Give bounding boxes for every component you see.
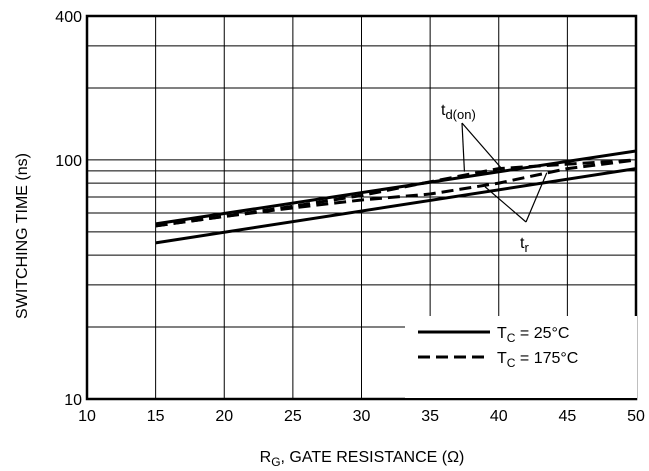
pointer-td-on-solid [462, 123, 464, 172]
x-tick-label: 35 [421, 408, 439, 425]
y-tick-label: 10 [64, 392, 82, 409]
legend: TC = 25°C TC = 175°C [405, 316, 637, 398]
annotation-tr: tr [520, 235, 529, 255]
y-tick-label: 400 [55, 9, 82, 26]
annotation-td-on: td(on) [441, 102, 476, 122]
pointer-td-on-dashed [462, 123, 501, 168]
x-axis-title: RG, GATE RESISTANCE (Ω) [260, 449, 465, 469]
y-axis-title: SWITCHING TIME (ns) [14, 153, 31, 319]
x-tick-label: 15 [147, 408, 165, 425]
x-tick-label: 20 [215, 408, 233, 425]
x-tick-label: 40 [490, 408, 508, 425]
x-tick-label: 45 [558, 408, 576, 425]
x-tick-label: 50 [627, 408, 645, 425]
x-tick-label: 10 [78, 408, 96, 425]
series-tr-175c [156, 160, 636, 226]
y-tick-label: 100 [55, 153, 82, 170]
x-tick-label: 25 [284, 408, 302, 425]
x-tick-label: 30 [353, 408, 371, 425]
pointer-tr-solid [485, 187, 526, 222]
annotation-pointers [462, 123, 547, 222]
